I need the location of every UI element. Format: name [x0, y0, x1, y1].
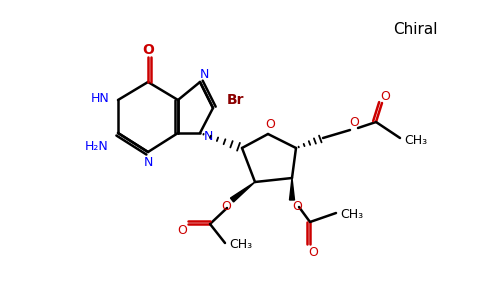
- Text: H₂N: H₂N: [84, 140, 108, 152]
- Text: N: N: [203, 130, 212, 143]
- Text: CH₃: CH₃: [405, 134, 427, 146]
- Text: O: O: [265, 118, 275, 131]
- Text: N: N: [199, 68, 209, 80]
- Text: O: O: [308, 245, 318, 259]
- Text: Chiral: Chiral: [393, 22, 437, 38]
- Polygon shape: [289, 178, 294, 200]
- Polygon shape: [230, 182, 255, 202]
- Text: CH₃: CH₃: [340, 208, 363, 221]
- Text: O: O: [142, 43, 154, 57]
- Text: HN: HN: [91, 92, 110, 106]
- Text: O: O: [221, 200, 231, 212]
- Text: O: O: [349, 116, 359, 130]
- Text: N: N: [143, 155, 152, 169]
- Text: Br: Br: [226, 93, 244, 107]
- Text: CH₃: CH₃: [229, 238, 253, 251]
- Text: O: O: [380, 89, 390, 103]
- Text: O: O: [292, 200, 302, 214]
- Text: O: O: [177, 224, 187, 236]
